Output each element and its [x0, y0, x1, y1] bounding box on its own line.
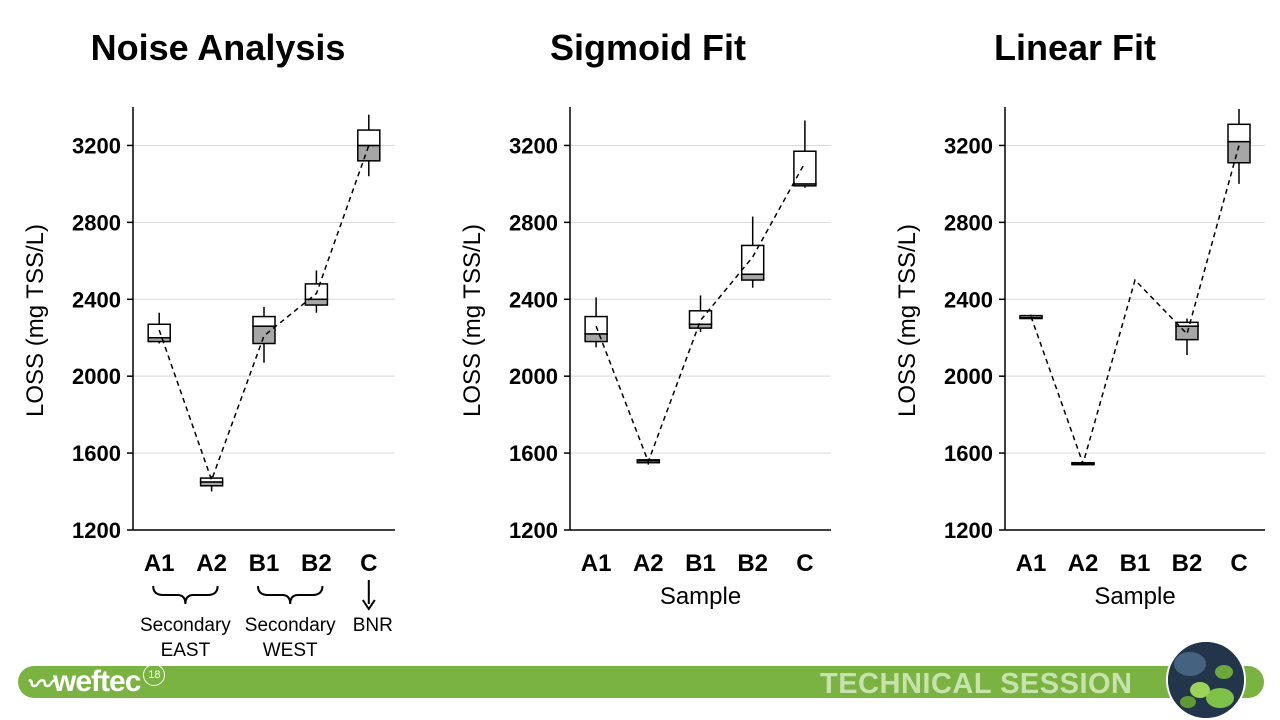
x-tick-label: B1: [249, 550, 280, 577]
brace-icon: [152, 585, 219, 605]
y-tick-label: 2800: [509, 210, 558, 235]
x-tick-label: A1: [581, 550, 612, 577]
box-lower-quartile: [1175, 325, 1199, 341]
x-axis-label: Sample: [660, 583, 741, 610]
x-tick-label: A2: [196, 550, 227, 577]
group-label: BNR: [353, 580, 393, 636]
box-lower-quartile: [740, 273, 765, 281]
x-tick-label: B2: [737, 550, 768, 577]
x-tick-label: A2: [1068, 550, 1099, 577]
y-tick-label: 1200: [509, 518, 558, 543]
y-tick-label: 3200: [509, 133, 558, 158]
y-tick-label: 1600: [944, 441, 993, 466]
box-upper-quartile: [252, 315, 276, 327]
logo-text: weftec: [53, 665, 141, 698]
x-tick-label: C: [1230, 550, 1247, 577]
y-tick-label: 2400: [72, 287, 121, 312]
y-axis-label: LOSS (mg TSS/L): [459, 224, 486, 417]
y-axis-label: LOSS (mg TSS/L): [894, 224, 921, 417]
y-tick-label: 2000: [509, 364, 558, 389]
box-upper-quartile: [793, 150, 817, 185]
x-tick-label: C: [360, 550, 377, 577]
box-c: [357, 114, 381, 177]
box-b2: [1175, 318, 1199, 356]
y-tick-label: 1200: [944, 518, 993, 543]
group-label-line: EAST: [161, 640, 211, 661]
mean-line: [1030, 145, 1240, 467]
chart-panel-2: Sigmoid Fit 1200 1600 2000 2400 2800 3200 LOSS …: [459, 27, 831, 610]
box-a1: [147, 312, 171, 344]
box-b1: [252, 306, 276, 363]
box-lower-quartile: [357, 144, 381, 162]
arrow-down-icon: [361, 599, 376, 611]
chart-title: Noise Analysis: [91, 27, 346, 68]
y-tick-label: 1200: [72, 518, 121, 543]
x-tick-label: B1: [1120, 550, 1151, 577]
group-label: Secondary EAST: [140, 585, 231, 661]
brace-icon: [257, 585, 324, 605]
box-b2: [740, 216, 765, 288]
x-axis-label: Sample: [1094, 583, 1175, 610]
box-upper-quartile: [1227, 123, 1251, 143]
x-tick-label: C: [796, 550, 813, 577]
footer-bar: [18, 666, 1264, 698]
logo-superscript: 18: [143, 664, 166, 686]
box-upper-quartile: [357, 129, 381, 147]
box-a1: [584, 297, 608, 348]
box-b1: [688, 295, 713, 332]
x-tick-label: B1: [685, 550, 716, 577]
group-label-line: WEST: [263, 640, 318, 661]
x-tick-label: A1: [144, 550, 175, 577]
y-tick-label: 1600: [72, 441, 121, 466]
group-label-line: BNR: [353, 615, 393, 636]
box-lower-quartile: [252, 325, 276, 345]
box-c: [793, 120, 817, 188]
y-tick-label: 2400: [944, 287, 993, 312]
y-axis-label: LOSS (mg TSS/L): [22, 224, 49, 417]
group-label: Secondary WEST: [245, 585, 336, 661]
lily-pad-photo: [1166, 640, 1246, 720]
chart-panel-3: Linear Fit 1200 1600 2000 2400 2800 3200 LOSS (…: [894, 27, 1265, 610]
box-upper-quartile: [584, 315, 608, 335]
x-tick-label: A1: [1016, 550, 1047, 577]
y-tick-label: 2400: [509, 287, 558, 312]
group-label-line: Secondary: [140, 615, 231, 636]
y-tick-label: 2000: [72, 364, 121, 389]
session-label: TECHNICAL SESSION: [820, 668, 1133, 700]
chart-panel-1: Noise Analysis 1200 1600 2000 2400 2800 3200 LO…: [22, 27, 395, 661]
y-tick-label: 2800: [944, 210, 993, 235]
box-upper-quartile: [1175, 321, 1199, 327]
box-upper-quartile: [688, 310, 713, 326]
y-tick-label: 3200: [944, 133, 993, 158]
x-tick-label: A2: [633, 550, 664, 577]
y-tick-label: 3200: [72, 133, 121, 158]
y-tick-label: 1600: [509, 441, 558, 466]
y-tick-label: 2000: [944, 364, 993, 389]
weftec-logo: 〰 weftec 18: [26, 664, 166, 700]
x-tick-label: B2: [1172, 550, 1203, 577]
group-label-line: Secondary: [245, 615, 336, 636]
box-lower-quartile: [1227, 140, 1251, 164]
chart-title: Sigmoid Fit: [550, 27, 746, 68]
box-upper-quartile: [740, 244, 765, 276]
x-tick-label: B2: [301, 550, 332, 577]
box-lower-quartile: [584, 333, 608, 343]
box-c: [1227, 108, 1251, 184]
y-tick-label: 2800: [72, 210, 121, 235]
lily-pad-image: [1168, 642, 1244, 718]
chart-title: Linear Fit: [994, 27, 1156, 68]
weftec-wave-icon: 〰: [26, 668, 52, 699]
